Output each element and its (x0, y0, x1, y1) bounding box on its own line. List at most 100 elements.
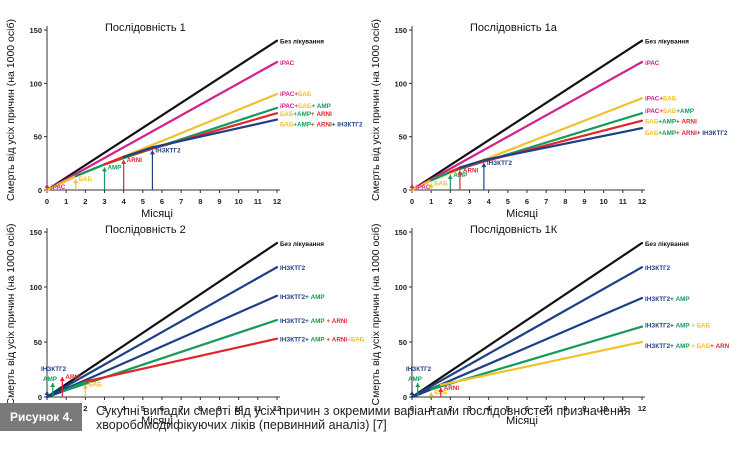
series-label-part: + ARNI (325, 337, 348, 344)
arrow-label: ІНЗКТГ2 (41, 366, 67, 373)
x-tick-label: 11 (619, 197, 627, 206)
series-line (412, 41, 642, 190)
x-tick-label: 10 (599, 197, 607, 206)
y-tick-label: 0 (38, 186, 42, 195)
y-tick-label: 0 (403, 186, 407, 195)
x-tick-label: 2 (448, 197, 452, 206)
x-tick-label: 4 (122, 197, 127, 206)
arrow-label: АМР (43, 376, 57, 383)
y-tick-label: 100 (394, 283, 407, 292)
series-label: іРАС+БАБ (645, 94, 677, 102)
series-label: Без лікування (280, 240, 324, 248)
series-label: іРАС+БАБ+АМР (645, 107, 694, 115)
arrow-label: БАБ (79, 176, 93, 183)
y-tick-label: 50 (399, 338, 407, 347)
series-label: ІНЗКТГ2+ АМР + БАБ+ ARNI (645, 343, 729, 350)
series-label-part: АМР (309, 294, 325, 301)
y-tick-label: 50 (34, 133, 42, 142)
series-label-part: БАБ (663, 95, 677, 102)
x-tick-label: 9 (217, 197, 221, 206)
arrow-label: ARNI (444, 385, 460, 392)
arrow-head (481, 163, 486, 167)
chart-title: Послідовність 1К (470, 224, 558, 236)
chart-panel-2: 0123456789101112050100150Послідовність 1… (370, 19, 728, 220)
series-label-part: + АМР (311, 103, 330, 110)
chart-title: Послідовність 1 (105, 22, 186, 34)
arrow-label: АМР (108, 164, 122, 171)
series-label: ІНЗКТГ2 (280, 265, 306, 272)
series-label: ІНЗКТГ2+ АМР + ARNI (280, 318, 347, 325)
x-tick-label: 8 (563, 197, 567, 206)
y-tick-label: 150 (29, 228, 42, 237)
series-label: іРАС+БАБ (280, 90, 312, 98)
arrow-head (415, 383, 420, 387)
x-axis-label: Місяці (506, 208, 538, 220)
series-line (412, 298, 642, 397)
arrow-label: ARNI (127, 157, 143, 164)
arrow-label: БАБ (434, 180, 448, 187)
arrow-head (121, 160, 126, 164)
series-label-part: БАБ (645, 130, 659, 137)
arrow-head (448, 175, 453, 179)
series-label: іРАС (645, 59, 660, 67)
chart-panel-1: 0123456789101112050100150Послідовність 1… (5, 19, 363, 220)
series-line (47, 243, 277, 397)
series-label-part: БАБ (663, 108, 677, 115)
series-line (152, 120, 277, 148)
x-tick-label: 6 (160, 197, 164, 206)
series-label-part: +БАБ (347, 337, 365, 344)
series-label-part: + БАБ (690, 343, 711, 350)
series-label-part: БАБ (645, 119, 659, 126)
series-label-part: + ІНЗКТГ2 (332, 122, 363, 129)
series-label: ІНЗКТГ2+ АМР (645, 296, 690, 303)
series-label-part: + ARNI (325, 318, 348, 325)
series-label-part: + ARNI (311, 122, 332, 129)
series-label-part: + БАБ (690, 323, 711, 330)
arrow-label: іРАС (51, 183, 66, 191)
x-tick-label: 11 (254, 197, 262, 206)
y-tick-label: 100 (29, 283, 42, 292)
y-axis-label: Смерть від усіх причин (на 1000 осіб) (5, 224, 17, 406)
x-tick-label: 9 (582, 197, 586, 206)
y-axis-label: Смерть від усіх причин (на 1000 осіб) (370, 19, 382, 201)
series-label-part: іРАС+ (645, 94, 663, 102)
series-line (412, 62, 642, 190)
series-label-part: + ARNI (676, 119, 697, 126)
series-line (412, 267, 642, 397)
y-axis-label: Смерть від усіх причин (на 1000 осіб) (5, 19, 17, 201)
y-tick-label: 50 (399, 133, 407, 142)
arrow-head (150, 150, 155, 154)
x-tick-label: 1 (64, 197, 68, 206)
series-label: ІНЗКТГ2+ АМР + ARNI+БАБ (280, 337, 365, 344)
arrow-label: ІНЗКТГ2 (406, 366, 432, 373)
x-tick-label: 0 (410, 197, 414, 206)
series-label-part: АМР (309, 318, 325, 325)
x-tick-label: 3 (102, 197, 106, 206)
series-label-part: ІНЗКТГ2+ (280, 337, 309, 344)
x-tick-label: 5 (141, 197, 145, 206)
arrow-head (102, 167, 107, 171)
series-line (484, 128, 642, 160)
series-label: іРАС+БАБ+ АМР (280, 102, 331, 110)
arrow-label: ARNI (65, 374, 81, 381)
series-label-part: АМР (674, 323, 690, 330)
series-line (412, 243, 642, 397)
series-label: ІНЗКТГ2+ АМР (280, 294, 325, 301)
series-label: Без лікування (280, 38, 324, 46)
x-tick-label: 7 (544, 197, 548, 206)
x-tick-label: 12 (638, 197, 646, 206)
figure-label: Рисунок 4. (0, 403, 82, 431)
series-label-part: + ARNI (676, 130, 697, 137)
series-label: ІНЗКТГ2 (645, 265, 671, 272)
arrow-label: іРАС (416, 183, 431, 191)
chart-panel-4: 0123456789101112050100150Послідовність 1… (370, 224, 729, 428)
x-tick-label: 7 (179, 197, 183, 206)
x-tick-label: 4 (487, 197, 492, 206)
y-axis-label: Смерть від усіх причин (на 1000 осіб) (370, 224, 382, 406)
x-tick-label: 10 (234, 197, 242, 206)
series-label-part: АМР (309, 337, 325, 344)
arrow-head (410, 184, 415, 188)
x-tick-label: 8 (198, 197, 202, 206)
series-label: БАБ+АМР+ ARNI+ ІНЗКТГ2 (645, 130, 728, 137)
arrow-label: ARNI (463, 168, 479, 175)
